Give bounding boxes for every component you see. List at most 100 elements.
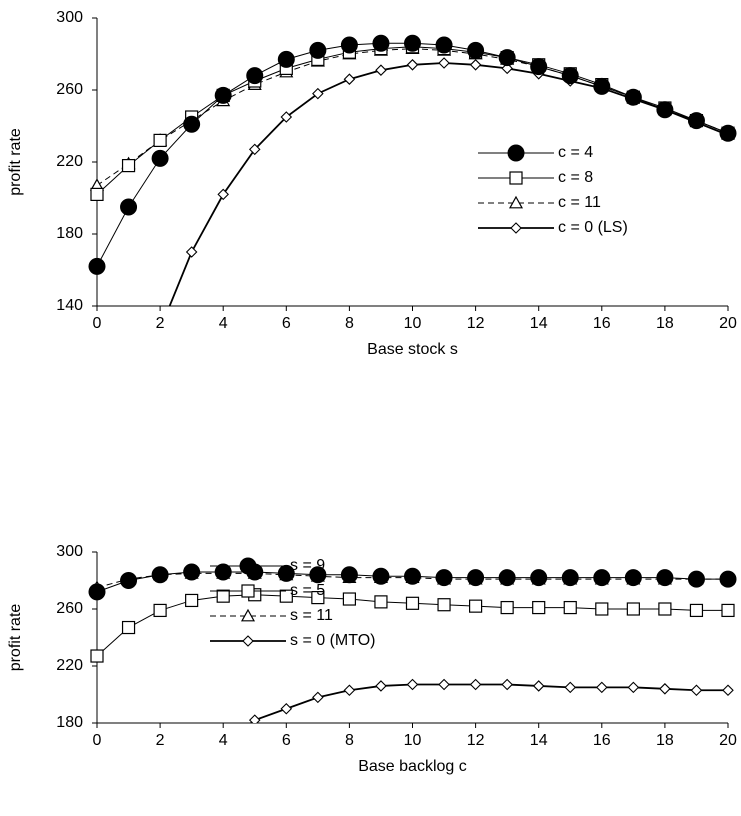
marker xyxy=(375,64,387,76)
marker xyxy=(312,691,324,704)
marker xyxy=(343,73,356,85)
marker xyxy=(406,678,419,691)
marker xyxy=(120,572,138,589)
marker xyxy=(217,188,229,201)
marker xyxy=(687,112,705,130)
marker xyxy=(311,590,325,605)
marker xyxy=(659,683,671,695)
marker xyxy=(437,598,451,612)
marker xyxy=(153,133,167,147)
marker xyxy=(183,115,201,133)
x-axis-label: Base stock s xyxy=(367,341,458,358)
y-tick-label: 140 xyxy=(56,297,83,314)
marker xyxy=(690,684,703,697)
x-tick-label: 0 xyxy=(93,315,102,332)
x-tick-label: 12 xyxy=(467,315,485,332)
marker xyxy=(342,592,356,606)
marker xyxy=(216,589,230,603)
marker xyxy=(469,59,482,71)
marker xyxy=(530,569,548,587)
series-line xyxy=(96,42,729,267)
marker xyxy=(375,680,387,692)
legend-label: c = 4 xyxy=(558,144,593,161)
y-tick-label: 300 xyxy=(56,543,83,560)
y-tick-label: 260 xyxy=(56,600,83,617)
legend-marker xyxy=(240,608,256,622)
x-tick-label: 20 xyxy=(719,732,737,749)
marker xyxy=(406,59,419,71)
legend-label: c = 8 xyxy=(558,169,593,186)
marker xyxy=(404,567,421,585)
x-tick-label: 2 xyxy=(156,315,165,332)
x-axis-label: Base backlog c xyxy=(358,758,467,775)
marker xyxy=(498,49,516,67)
x-tick-label: 18 xyxy=(656,315,674,332)
marker xyxy=(722,684,734,697)
marker xyxy=(656,569,674,587)
x-tick-label: 0 xyxy=(93,732,102,749)
marker xyxy=(312,87,324,100)
marker xyxy=(595,602,609,616)
legend-label: c = 11 xyxy=(558,194,601,211)
marker xyxy=(151,566,169,584)
y-axis-label: profit rate xyxy=(7,128,24,196)
marker xyxy=(626,602,640,616)
marker xyxy=(404,34,421,52)
y-tick-label: 220 xyxy=(56,153,83,170)
marker xyxy=(185,246,198,258)
marker xyxy=(689,603,704,618)
marker xyxy=(405,596,420,610)
legend-marker xyxy=(241,584,255,598)
legend-label: s = 5 xyxy=(290,582,325,599)
marker xyxy=(596,681,608,694)
marker xyxy=(279,589,293,603)
y-tick-label: 220 xyxy=(56,657,83,674)
marker xyxy=(88,583,106,601)
legend-marker xyxy=(239,557,257,575)
marker xyxy=(501,678,513,691)
marker xyxy=(498,569,516,587)
x-tick-label: 2 xyxy=(156,732,165,749)
legend-label: s = 9 xyxy=(290,557,325,574)
marker xyxy=(183,563,201,581)
marker xyxy=(121,159,136,173)
x-tick-label: 18 xyxy=(656,732,674,749)
marker xyxy=(280,702,293,715)
marker xyxy=(438,57,450,69)
x-tick-label: 4 xyxy=(219,315,228,332)
marker xyxy=(593,569,611,587)
marker xyxy=(467,569,485,587)
marker xyxy=(438,678,450,691)
marker xyxy=(719,570,737,588)
x-tick-label: 14 xyxy=(530,732,548,749)
marker xyxy=(185,593,199,608)
marker xyxy=(561,569,579,587)
marker xyxy=(627,681,640,694)
marker xyxy=(469,678,482,691)
series-line xyxy=(168,62,729,306)
marker xyxy=(501,62,513,75)
marker xyxy=(593,77,611,95)
y-tick-label: 180 xyxy=(56,225,83,242)
legend-marker xyxy=(507,144,525,162)
marker xyxy=(500,600,514,615)
marker xyxy=(435,569,453,587)
marker xyxy=(90,649,104,663)
plot xyxy=(88,563,737,723)
marker xyxy=(120,198,138,216)
x-tick-label: 6 xyxy=(282,732,291,749)
legend-label: c = 0 (LS) xyxy=(558,219,628,236)
x-tick-label: 16 xyxy=(593,315,611,332)
marker xyxy=(532,680,545,692)
marker xyxy=(658,602,672,616)
marker xyxy=(467,41,485,59)
marker xyxy=(277,50,295,68)
marker xyxy=(88,257,106,275)
marker xyxy=(469,599,483,613)
x-tick-label: 8 xyxy=(345,732,354,749)
marker xyxy=(372,567,390,585)
y-tick-label: 300 xyxy=(56,9,83,26)
marker xyxy=(624,569,642,587)
marker xyxy=(90,187,104,201)
marker xyxy=(564,681,577,694)
